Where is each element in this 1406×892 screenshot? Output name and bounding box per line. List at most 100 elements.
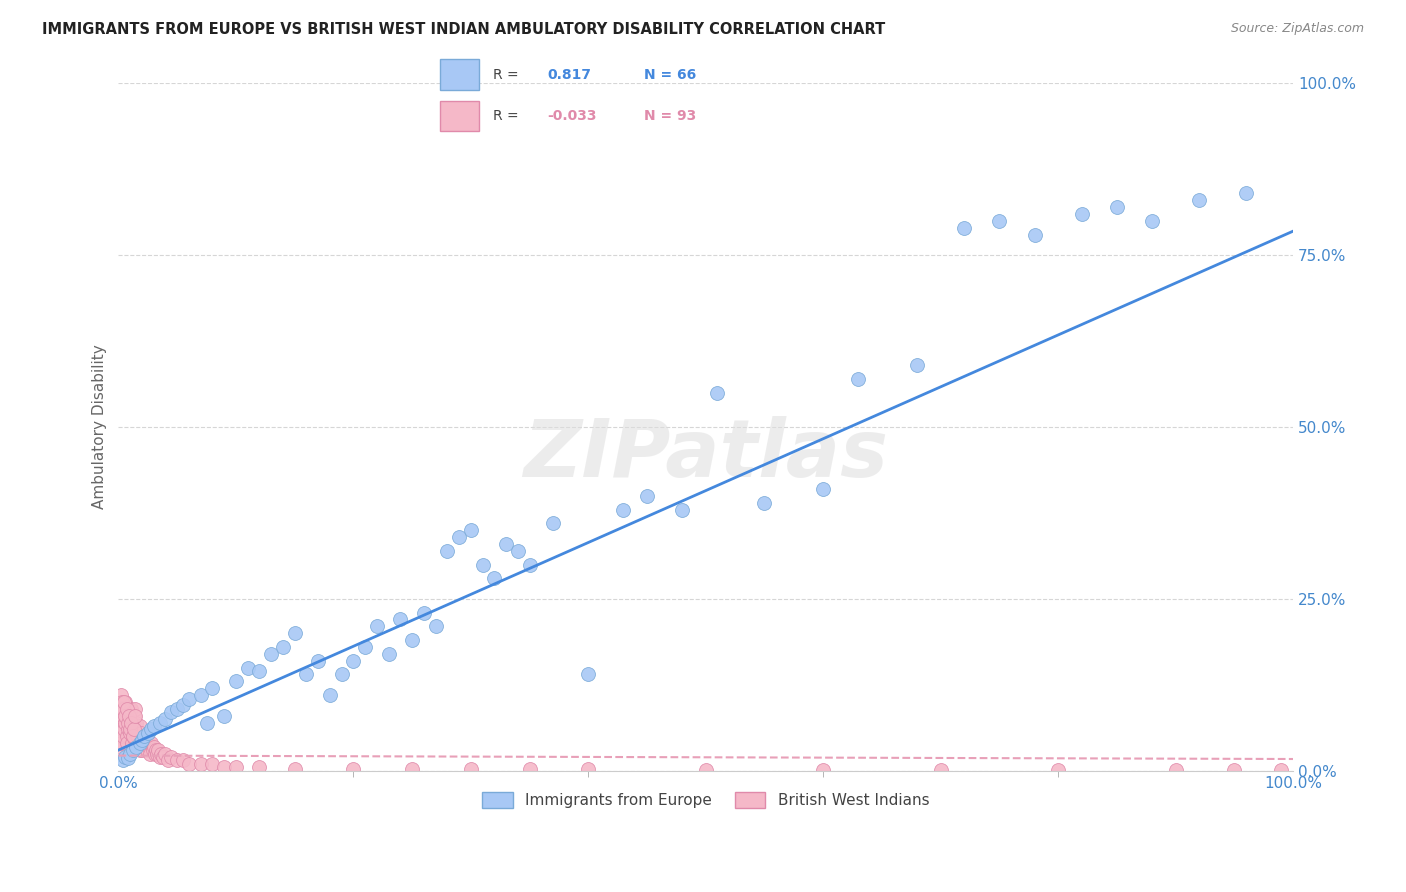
Point: [125, 739, 148, 754]
Point: [114, 715, 136, 730]
Point: [134, 729, 156, 743]
Point: [295, 667, 318, 681]
Point: [131, 732, 153, 747]
Point: [1047, 763, 1070, 777]
Point: [135, 743, 157, 757]
Point: [112, 753, 135, 767]
Point: [354, 640, 377, 654]
Point: [247, 760, 270, 774]
Point: [905, 358, 928, 372]
Point: [695, 763, 717, 777]
Point: [117, 715, 139, 730]
Point: [114, 750, 136, 764]
Point: [412, 606, 434, 620]
Point: [201, 681, 224, 696]
Text: 0.817: 0.817: [547, 68, 591, 82]
Point: [156, 753, 179, 767]
Point: [377, 647, 399, 661]
Point: [110, 715, 132, 730]
Point: [138, 739, 160, 754]
Point: [148, 715, 170, 730]
Point: [190, 756, 212, 771]
Point: [460, 523, 482, 537]
Text: -0.033: -0.033: [547, 109, 596, 123]
Point: [134, 739, 156, 754]
Point: [112, 702, 135, 716]
Point: [177, 756, 200, 771]
Point: [988, 214, 1011, 228]
Point: [484, 571, 506, 585]
Point: [330, 667, 353, 681]
Point: [342, 762, 364, 776]
Point: [124, 732, 146, 747]
Point: [134, 732, 156, 747]
Point: [122, 708, 145, 723]
Point: [506, 543, 529, 558]
Point: [848, 372, 870, 386]
Point: [576, 762, 599, 776]
Point: [389, 612, 412, 626]
Point: [148, 743, 170, 757]
Point: [425, 619, 447, 633]
Point: [128, 719, 150, 733]
Point: [120, 723, 142, 737]
Point: [811, 763, 834, 777]
Point: [1164, 763, 1187, 777]
Point: [247, 664, 270, 678]
Point: [166, 753, 188, 767]
Point: [201, 756, 224, 771]
Point: [124, 723, 146, 737]
Point: [155, 712, 177, 726]
Point: [236, 660, 259, 674]
Point: [112, 702, 135, 716]
Point: [155, 747, 177, 761]
Legend: Immigrants from Europe, British West Indians: Immigrants from Europe, British West Ind…: [477, 787, 935, 814]
Point: [131, 732, 153, 747]
Point: [172, 753, 194, 767]
Point: [495, 537, 517, 551]
Point: [671, 502, 693, 516]
Point: [271, 640, 294, 654]
Bar: [440, 60, 479, 90]
Point: [284, 626, 307, 640]
Point: [148, 750, 170, 764]
Point: [118, 708, 141, 723]
Point: [115, 729, 138, 743]
Point: [195, 715, 218, 730]
Point: [142, 739, 165, 754]
Point: [152, 750, 174, 764]
Point: [929, 763, 952, 777]
Point: [120, 723, 142, 737]
Point: [519, 762, 541, 776]
Point: [117, 751, 139, 765]
Point: [139, 747, 162, 761]
Point: [120, 702, 142, 716]
Y-axis label: Ambulatory Disability: Ambulatory Disability: [93, 344, 107, 509]
Point: [117, 702, 139, 716]
Bar: [440, 101, 479, 131]
Point: [143, 747, 166, 761]
Point: [115, 708, 138, 723]
Point: [190, 688, 212, 702]
Point: [121, 715, 143, 730]
Point: [754, 496, 776, 510]
Point: [471, 558, 494, 572]
Point: [125, 715, 148, 730]
Point: [811, 482, 834, 496]
Point: [136, 736, 159, 750]
Text: R =: R =: [494, 68, 519, 82]
Point: [260, 647, 283, 661]
Point: [1024, 227, 1046, 242]
Point: [146, 747, 169, 761]
Text: IMMIGRANTS FROM EUROPE VS BRITISH WEST INDIAN AMBULATORY DISABILITY CORRELATION : IMMIGRANTS FROM EUROPE VS BRITISH WEST I…: [42, 22, 886, 37]
Point: [124, 708, 146, 723]
Point: [117, 723, 139, 737]
Point: [612, 502, 634, 516]
Point: [342, 654, 364, 668]
Text: N = 66: N = 66: [644, 68, 696, 82]
Point: [636, 489, 658, 503]
Point: [436, 543, 458, 558]
Point: [172, 698, 194, 713]
Point: [114, 695, 136, 709]
Point: [706, 385, 728, 400]
